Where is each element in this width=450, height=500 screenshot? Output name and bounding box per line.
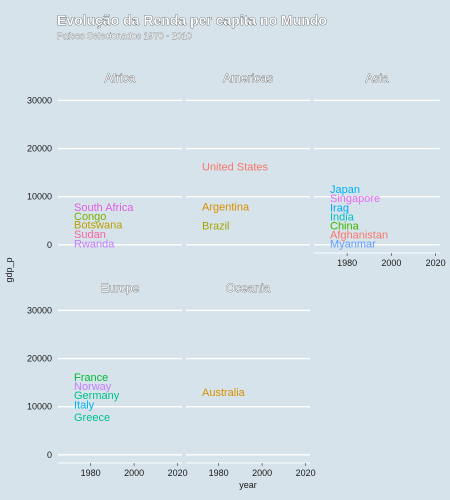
x-tick-label: 2020 [296,468,316,478]
y-tick-label: 30000 [27,305,52,315]
country-label-australia: Australia [202,387,246,399]
country-label-india: India [330,211,355,223]
x-tick-label: 1980 [337,258,357,268]
country-label-sudan: Sudan [74,229,106,241]
country-label-congo: Congo [74,211,106,223]
country-label-myanmar: Myanmar [330,238,376,250]
y-axis-title: gdp_p [4,257,14,282]
y-tick-label: 20000 [27,144,52,154]
country-label-japan: Japan [330,184,360,196]
y-tick-label: 0 [47,240,52,250]
x-tick-label: 1980 [81,468,101,478]
y-tick-label: 0 [47,450,52,460]
x-tick-label: 2000 [252,468,272,478]
y-tick-label: 30000 [27,95,52,105]
chart-subtitle: Países Selecionados 1970 - 2010 [57,31,192,41]
x-tick-label: 2020 [168,468,188,478]
country-label-south-africa: South Africa [74,202,134,214]
country-label-brazil: Brazil [202,221,230,233]
chart-title: Evolução da Renda per capita no Mundo [57,12,327,28]
country-label-italy: Italy [74,399,95,411]
country-label-afghanistan: Afghanistan [330,230,388,242]
facet-strip-africa: Africa [105,71,136,85]
y-tick-label: 20000 [27,354,52,364]
x-tick-label: 2000 [124,468,144,478]
country-label-china: China [330,221,360,233]
x-axis-title: year [239,480,257,490]
y-tick-label: 10000 [27,402,52,412]
country-label-botswana: Botswana [74,220,123,232]
country-label-rwanda: Rwanda [74,238,115,250]
country-label-iraq: Iraq [330,202,349,214]
x-tick-label: 2000 [381,258,401,268]
country-label-france: France [74,372,108,384]
x-tick-label: 1980 [209,468,229,478]
x-tick-label: 2020 [426,258,446,268]
country-label-argentina: Argentina [202,201,250,213]
country-label-singapore: Singapore [330,193,380,205]
facet-strip-americas: Americas [223,71,273,85]
y-tick-label: 10000 [27,192,52,202]
country-label-norway: Norway [74,381,112,393]
facet-strip-oceania: Oceania [226,281,271,295]
country-label-united-states: United States [202,161,269,173]
country-label-greece: Greece [74,412,110,424]
facet-strip-asia: Asia [365,71,389,85]
facet-strip-europe: Europe [101,281,140,295]
country-label-germany: Germany [74,390,120,402]
